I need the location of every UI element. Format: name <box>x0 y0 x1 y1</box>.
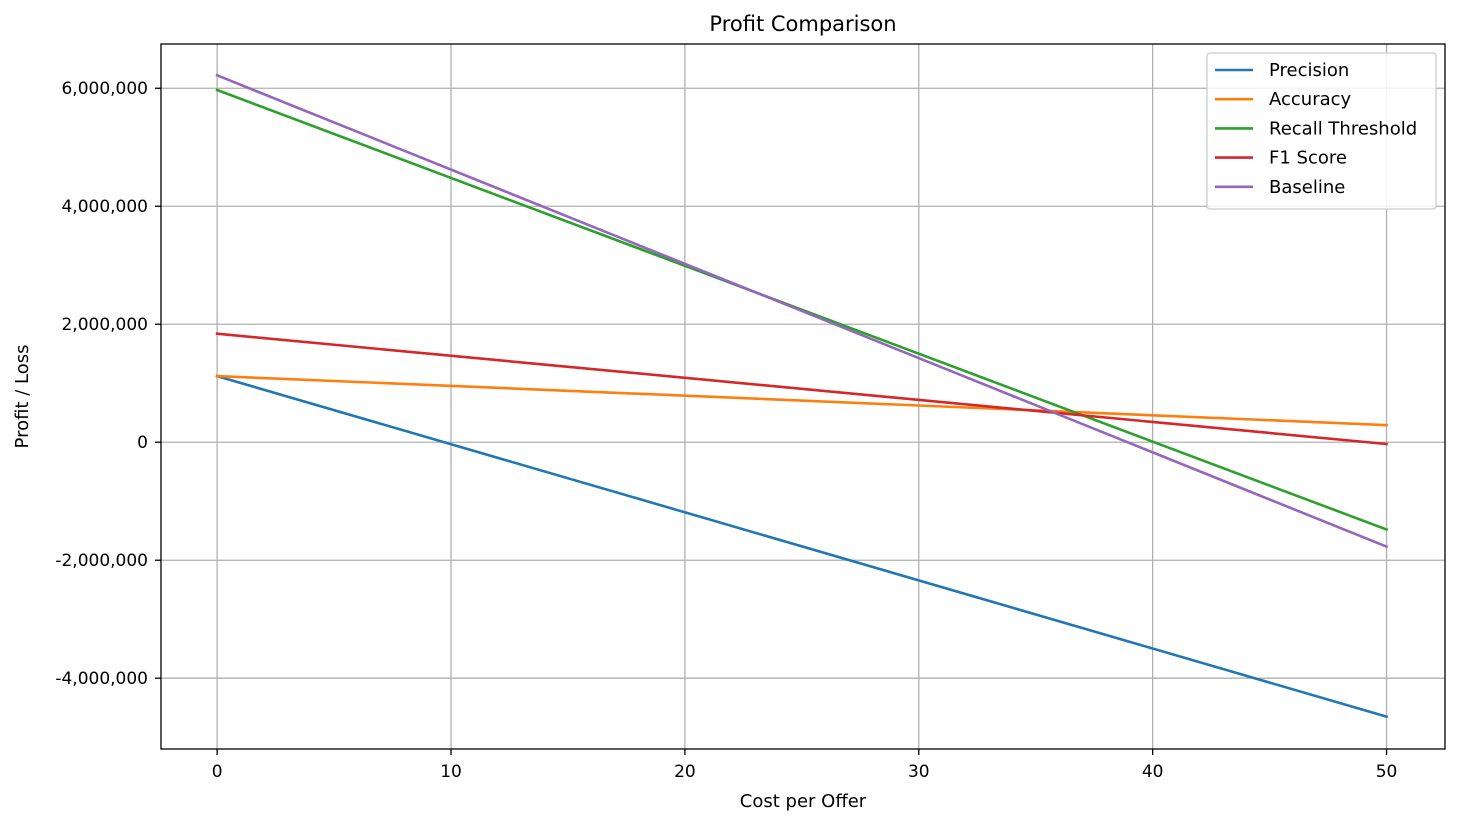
y-tick-label: 2,000,000 <box>61 315 148 335</box>
x-tick-label: 50 <box>1376 762 1398 782</box>
series-line-baseline <box>215 73 1389 549</box>
legend-label-f1-score: F1 Score <box>1269 148 1347 169</box>
y-tick-label: 4,000,000 <box>61 197 148 217</box>
x-tick-label: 0 <box>212 762 223 782</box>
plot-area-frame <box>160 43 1446 750</box>
y-axis-title: Profit / Loss <box>12 345 33 449</box>
series-lines <box>215 73 1389 719</box>
y-tick-label: -4,000,000 <box>55 669 148 689</box>
legend-label-recall-threshold: Recall Threshold <box>1269 118 1417 139</box>
legend-label-precision: Precision <box>1269 60 1349 81</box>
y-tick-label: -2,000,000 <box>55 551 148 571</box>
legend: Precision Accuracy Recall Threshold F1 Scor… <box>1206 52 1437 210</box>
x-tick-label: 40 <box>1142 762 1164 782</box>
chart-title: Profit Comparison <box>709 12 896 36</box>
x-tick-label: 10 <box>440 762 462 782</box>
y-tick-label: 6,000,000 <box>61 79 148 99</box>
x-axis-title: Cost per Offer <box>740 791 867 812</box>
y-axis-ticks: -4,000,000 -2,000,000 0 2,000,000 4,000,000 6… <box>55 79 161 689</box>
legend-box <box>1206 52 1437 210</box>
x-axis-ticks: 0 10 20 30 40 50 <box>212 749 1398 782</box>
series-line-precision <box>215 374 1389 719</box>
series-line-f1-score <box>215 332 1388 446</box>
x-tick-label: 20 <box>674 762 696 782</box>
x-tick-label: 30 <box>908 762 930 782</box>
legend-label-accuracy: Accuracy <box>1269 89 1352 110</box>
y-tick-label: 0 <box>137 433 148 453</box>
series-line-accuracy <box>215 374 1388 427</box>
legend-label-baseline: Baseline <box>1269 177 1345 198</box>
